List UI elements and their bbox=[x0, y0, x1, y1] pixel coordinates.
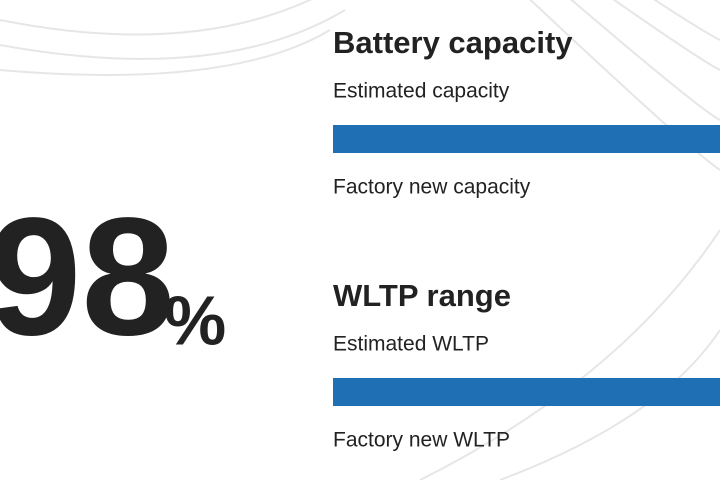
summary-value: 98 bbox=[0, 182, 175, 370]
estimated-label: Estimated capacity bbox=[333, 80, 510, 103]
summary-unit: % bbox=[164, 281, 226, 359]
factory-label: Factory new capacity bbox=[333, 176, 531, 199]
capacity-bar bbox=[333, 125, 720, 153]
factory-label: Factory new WLTP bbox=[333, 429, 510, 452]
section-title: WLTP range bbox=[333, 278, 511, 313]
estimated-label: Estimated WLTP bbox=[333, 333, 489, 356]
section-title: Battery capacity bbox=[333, 25, 573, 60]
range-bar bbox=[333, 378, 720, 406]
